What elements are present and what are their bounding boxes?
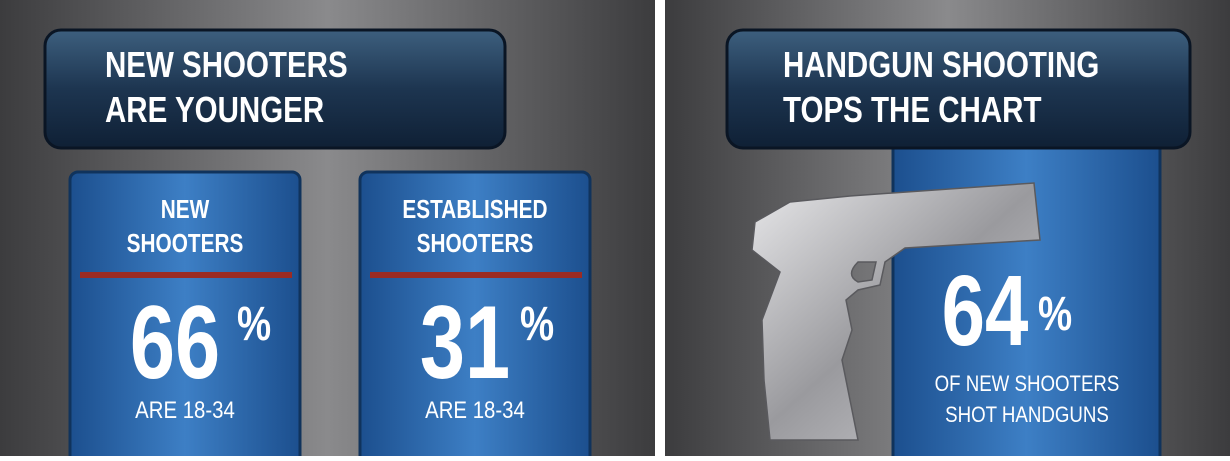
title-line: NEW SHOOTERS <box>105 44 348 84</box>
card-label: SHOOTERS <box>417 229 534 258</box>
stat-caption: SHOT HANDGUNS <box>945 404 1109 428</box>
title-line: ARE YOUNGER <box>105 89 324 129</box>
stat-value: 64 <box>942 256 1029 368</box>
card-value: 31 <box>420 284 510 400</box>
stat-caption: OF NEW SHOOTERS <box>935 373 1120 397</box>
card-unit: % <box>520 298 554 351</box>
card-unit: % <box>237 298 271 351</box>
title-box <box>43 28 507 150</box>
title-box <box>725 28 1192 150</box>
stat-unit: % <box>1038 288 1072 341</box>
card-bg <box>68 170 302 461</box>
card-label: ESTABLISHED <box>402 195 547 224</box>
divider <box>370 272 582 278</box>
card-bg <box>358 170 592 461</box>
card-label: NEW <box>161 195 210 224</box>
card: NEW SHOOTERS 66 % ARE 18-34 <box>68 170 302 461</box>
card-value: 66 <box>130 284 220 400</box>
card: ESTABLISHED SHOOTERS 31 % ARE 18-34 <box>358 170 592 461</box>
title-line: HANDGUN SHOOTING <box>783 44 1099 84</box>
card-label: SHOOTERS <box>127 229 244 258</box>
card-caption: ARE 18-34 <box>425 396 525 423</box>
handgun-icon <box>751 182 1041 441</box>
card-caption: ARE 18-34 <box>135 396 235 423</box>
divider <box>80 272 292 278</box>
title-line: TOPS THE CHART <box>783 89 1041 129</box>
